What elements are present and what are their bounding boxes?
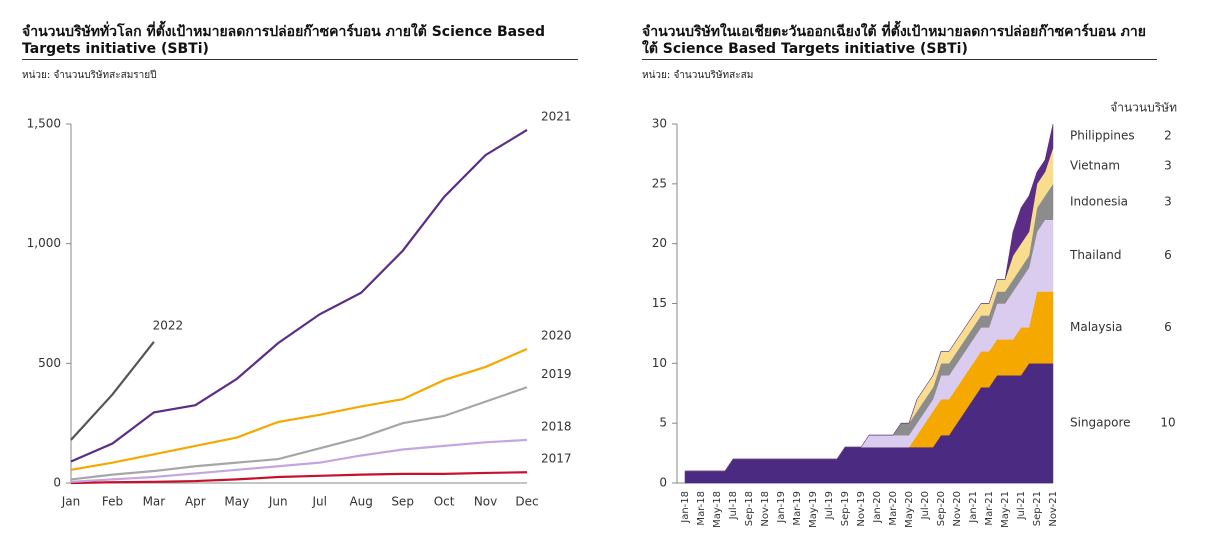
x-tick-label: Sep: [391, 495, 414, 509]
x-tick-label: Nov-19: [856, 491, 867, 527]
x-tick-label: May-20: [904, 491, 915, 528]
x-tick-label: Dec: [515, 495, 538, 509]
series-label: 2018: [541, 419, 572, 433]
line: [70, 471, 528, 485]
x-tick-label: Apr: [185, 495, 206, 509]
x-tick-label: May: [224, 495, 249, 509]
x-tick-label: Jul-21: [1016, 491, 1027, 520]
y-tick-label: 30: [652, 117, 667, 131]
legend-count: 6: [1164, 248, 1172, 262]
series-label: 2022: [153, 318, 184, 332]
series-label: 2017: [541, 452, 572, 466]
legend-count: 6: [1164, 320, 1172, 334]
y-tick-label: 1,500: [27, 117, 61, 131]
x-tick-label: Nov: [474, 495, 497, 509]
series-label: 2020: [541, 328, 572, 342]
y-tick-label: 25: [652, 176, 667, 190]
x-tick-label: Jan-21: [968, 491, 979, 524]
y-tick-label: 500: [38, 356, 61, 370]
x-tick-label: Mar: [143, 495, 166, 509]
y-tick-label: 1,000: [27, 236, 61, 250]
x-tick-label: Jul: [311, 495, 326, 509]
legend-count: 10: [1160, 416, 1175, 430]
series-label: 2019: [541, 367, 572, 381]
x-tick-label: Jan-18: [680, 491, 691, 524]
x-tick-label: Mar-19: [792, 491, 803, 526]
chart-title: จำนวนบริษัททั่วโลก ที่ตั้งเป้าหมายลดการป…: [22, 24, 578, 60]
series-label: 2021: [541, 109, 572, 123]
legend-count: 3: [1164, 158, 1172, 172]
x-tick-label: Sep-18: [744, 491, 755, 526]
legend-title: จำนวนบริษัท: [1110, 101, 1177, 115]
area: [684, 363, 1054, 484]
x-tick-label: Jul-20: [920, 491, 931, 520]
x-tick-label: Jan-20: [872, 491, 883, 524]
x-tick-label: May-19: [808, 491, 819, 528]
line: [70, 347, 528, 471]
x-tick-label: Jan: [61, 495, 81, 509]
y-tick-label: 20: [652, 236, 667, 250]
y-tick-label: 5: [659, 416, 667, 430]
x-tick-label: Sep-19: [840, 491, 851, 526]
legend-label: Indonesia: [1070, 194, 1128, 208]
x-tick-label: Nov-20: [952, 491, 963, 527]
x-tick-label: Mar-20: [888, 491, 899, 526]
x-tick-label: Jun: [268, 495, 288, 509]
area: [685, 123, 1054, 472]
y-tick-label: 10: [652, 356, 667, 370]
legend-label: Singapore: [1070, 416, 1131, 430]
legend-count: 3: [1164, 194, 1172, 208]
chart-title: จำนวนบริษัทในเอเชียตะวันออกเฉียงใต้ ที่ต…: [642, 24, 1157, 60]
x-tick-label: Oct: [434, 495, 455, 509]
x-tick-label: Sep-21: [1032, 491, 1043, 526]
x-tick-label: Jul-19: [824, 491, 835, 520]
subtitle: หน่วย: จำนวนบริษัทสะสมรายปี: [22, 70, 157, 81]
line: [70, 386, 528, 481]
x-tick-label: May-18: [712, 491, 723, 528]
x-tick-label: Nov-21: [1048, 491, 1059, 527]
line: [70, 129, 528, 463]
legend-label: Thailand: [1069, 248, 1122, 262]
x-tick-label: Jan-19: [776, 491, 787, 524]
y-tick-label: 15: [652, 296, 667, 310]
x-tick-label: May-21: [1000, 491, 1011, 528]
y-tick-label: 0: [53, 476, 61, 490]
x-tick-label: Mar-18: [696, 491, 707, 526]
x-tick-label: Sep-20: [936, 491, 947, 526]
legend-label: Vietnam: [1070, 158, 1120, 172]
legend-label: Philippines: [1070, 128, 1135, 142]
x-tick-label: Mar-21: [984, 491, 995, 526]
x-tick-label: Feb: [102, 495, 123, 509]
subtitle: หน่วย: จำนวนบริษัทสะสม: [642, 70, 754, 81]
x-tick-label: Nov-18: [760, 491, 771, 527]
x-tick-label: Jul-18: [728, 491, 739, 520]
y-tick-label: 0: [659, 476, 667, 490]
x-tick-label: Aug: [349, 495, 372, 509]
legend-label: Malaysia: [1070, 320, 1122, 334]
line: [70, 341, 155, 441]
line: [70, 438, 528, 483]
legend-count: 2: [1164, 128, 1172, 142]
